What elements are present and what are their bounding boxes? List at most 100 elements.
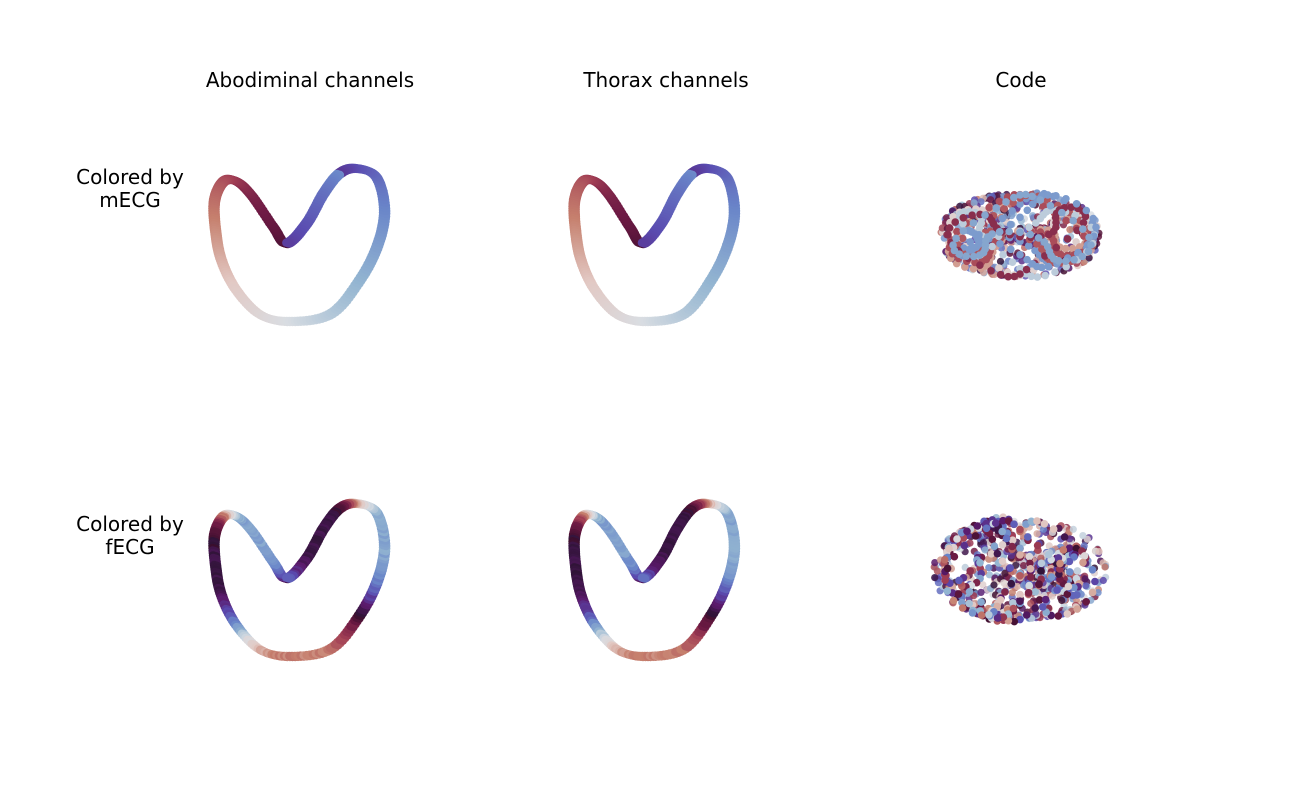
torus-band-point (1010, 272, 1019, 281)
torus-point (1101, 563, 1109, 571)
torus-band-point (949, 596, 958, 605)
torus-band-point (945, 544, 953, 553)
torus-band-point (1008, 542, 1016, 551)
torus-band-point (1016, 544, 1024, 553)
torus-band-point (1087, 241, 1095, 249)
torus-band-point (953, 227, 961, 236)
torus-band-point (985, 203, 993, 212)
torus-band-point (1000, 204, 1009, 213)
torus-band-point (1037, 559, 1046, 568)
torus-band-point (1033, 273, 1042, 281)
torus-band-point (1088, 566, 1097, 574)
torus-band-point (953, 535, 961, 543)
torus-band-point (1061, 257, 1070, 265)
torus-band-point (999, 613, 1008, 621)
torus-band-point (995, 197, 1004, 206)
torus-band-point (996, 596, 1005, 604)
torus-band-point (1001, 588, 1009, 596)
torus-band-point (941, 576, 949, 584)
torus-band-point (999, 516, 1007, 525)
torus-band-point (971, 532, 980, 540)
torus-band-point (1016, 597, 1024, 605)
torus-point (1008, 589, 1016, 597)
panel-fecg-code (905, 470, 1145, 670)
torus-band-point (966, 567, 974, 575)
torus-point (979, 539, 987, 547)
torus-band-point (1085, 233, 1093, 242)
torus-band-point (1024, 533, 1032, 541)
torus-band-point (1033, 240, 1041, 248)
torus-band-point (1088, 588, 1097, 597)
torus-band-point (959, 214, 968, 222)
torus-band-point (1028, 260, 1037, 268)
torus-band-point (1036, 196, 1045, 204)
torus-point (966, 539, 974, 547)
torus-band-point (952, 234, 960, 243)
torus-band-point (1021, 190, 1030, 199)
torus-band-point (943, 587, 952, 595)
torus-band-point (1031, 588, 1039, 596)
panel-mecg-abdominal (180, 145, 420, 345)
torus-band-point (1044, 262, 1053, 271)
torus-band-point (951, 218, 959, 226)
torus-band-point (1047, 573, 1056, 581)
torus-band-point (1054, 554, 1063, 562)
loop-point (640, 574, 650, 583)
torus-point (933, 567, 941, 575)
torus-band-point (960, 208, 968, 216)
torus-band-point (976, 559, 984, 567)
torus-band-point (977, 611, 986, 619)
torus-band-point (959, 227, 968, 235)
torus-band-point (1016, 200, 1024, 208)
torus-band-point (1023, 255, 1031, 264)
torus-band-point (987, 550, 996, 558)
torus-band-point (1035, 596, 1044, 604)
torus-band-point (1044, 550, 1053, 559)
loop-plot-mecg-thorax (568, 163, 741, 327)
torus-band-point (1016, 264, 1024, 273)
torus-band-point (1027, 517, 1036, 526)
torus-band-point (1024, 589, 1033, 597)
torus-band-point (987, 267, 995, 275)
torus-band-point (992, 204, 1000, 212)
torus-band-point (1065, 557, 1074, 566)
torus-band-point (1089, 214, 1097, 223)
torus-band-point (982, 524, 991, 533)
torus-band-point (962, 252, 971, 260)
torus-point (981, 546, 989, 554)
torus-point (1081, 575, 1089, 583)
column-title-thorax: Thorax channels (583, 68, 749, 92)
torus-band-point (1007, 245, 1015, 254)
torus-band-point (1027, 573, 1035, 581)
torus-band-point (1044, 191, 1052, 199)
torus-point (931, 574, 939, 582)
panel-mecg-thorax (536, 145, 776, 345)
torus-band-point (1009, 599, 1017, 607)
torus-band-point (949, 241, 957, 249)
torus-band-point (1010, 617, 1019, 626)
torus-band-point (976, 261, 984, 269)
torus-band-point (1016, 191, 1024, 199)
torus-band-point (1068, 244, 1077, 253)
torus-band-point (1062, 216, 1070, 225)
torus-point (1027, 599, 1035, 608)
torus-band-point (1007, 579, 1016, 588)
torus-band-point (1005, 227, 1013, 236)
torus-band-point (1022, 265, 1031, 274)
torus-point (985, 564, 993, 572)
torus-band-point (998, 541, 1007, 549)
torus-band-point (969, 252, 978, 261)
torus-band-point (995, 228, 1004, 236)
torus-band-point (943, 564, 952, 573)
torus-band-point (1056, 559, 1064, 568)
torus-band-point (998, 214, 1007, 223)
torus-band-point (993, 549, 1002, 558)
torus-band-point (1016, 572, 1024, 580)
row-label-fecg-line2: fECG (105, 535, 155, 559)
torus-band-point (1091, 577, 1099, 586)
torus-point (1094, 589, 1102, 597)
torus-point (1095, 548, 1103, 556)
torus-band-point (993, 614, 1002, 622)
torus-band-point (1046, 201, 1055, 210)
torus-point (1069, 525, 1077, 533)
